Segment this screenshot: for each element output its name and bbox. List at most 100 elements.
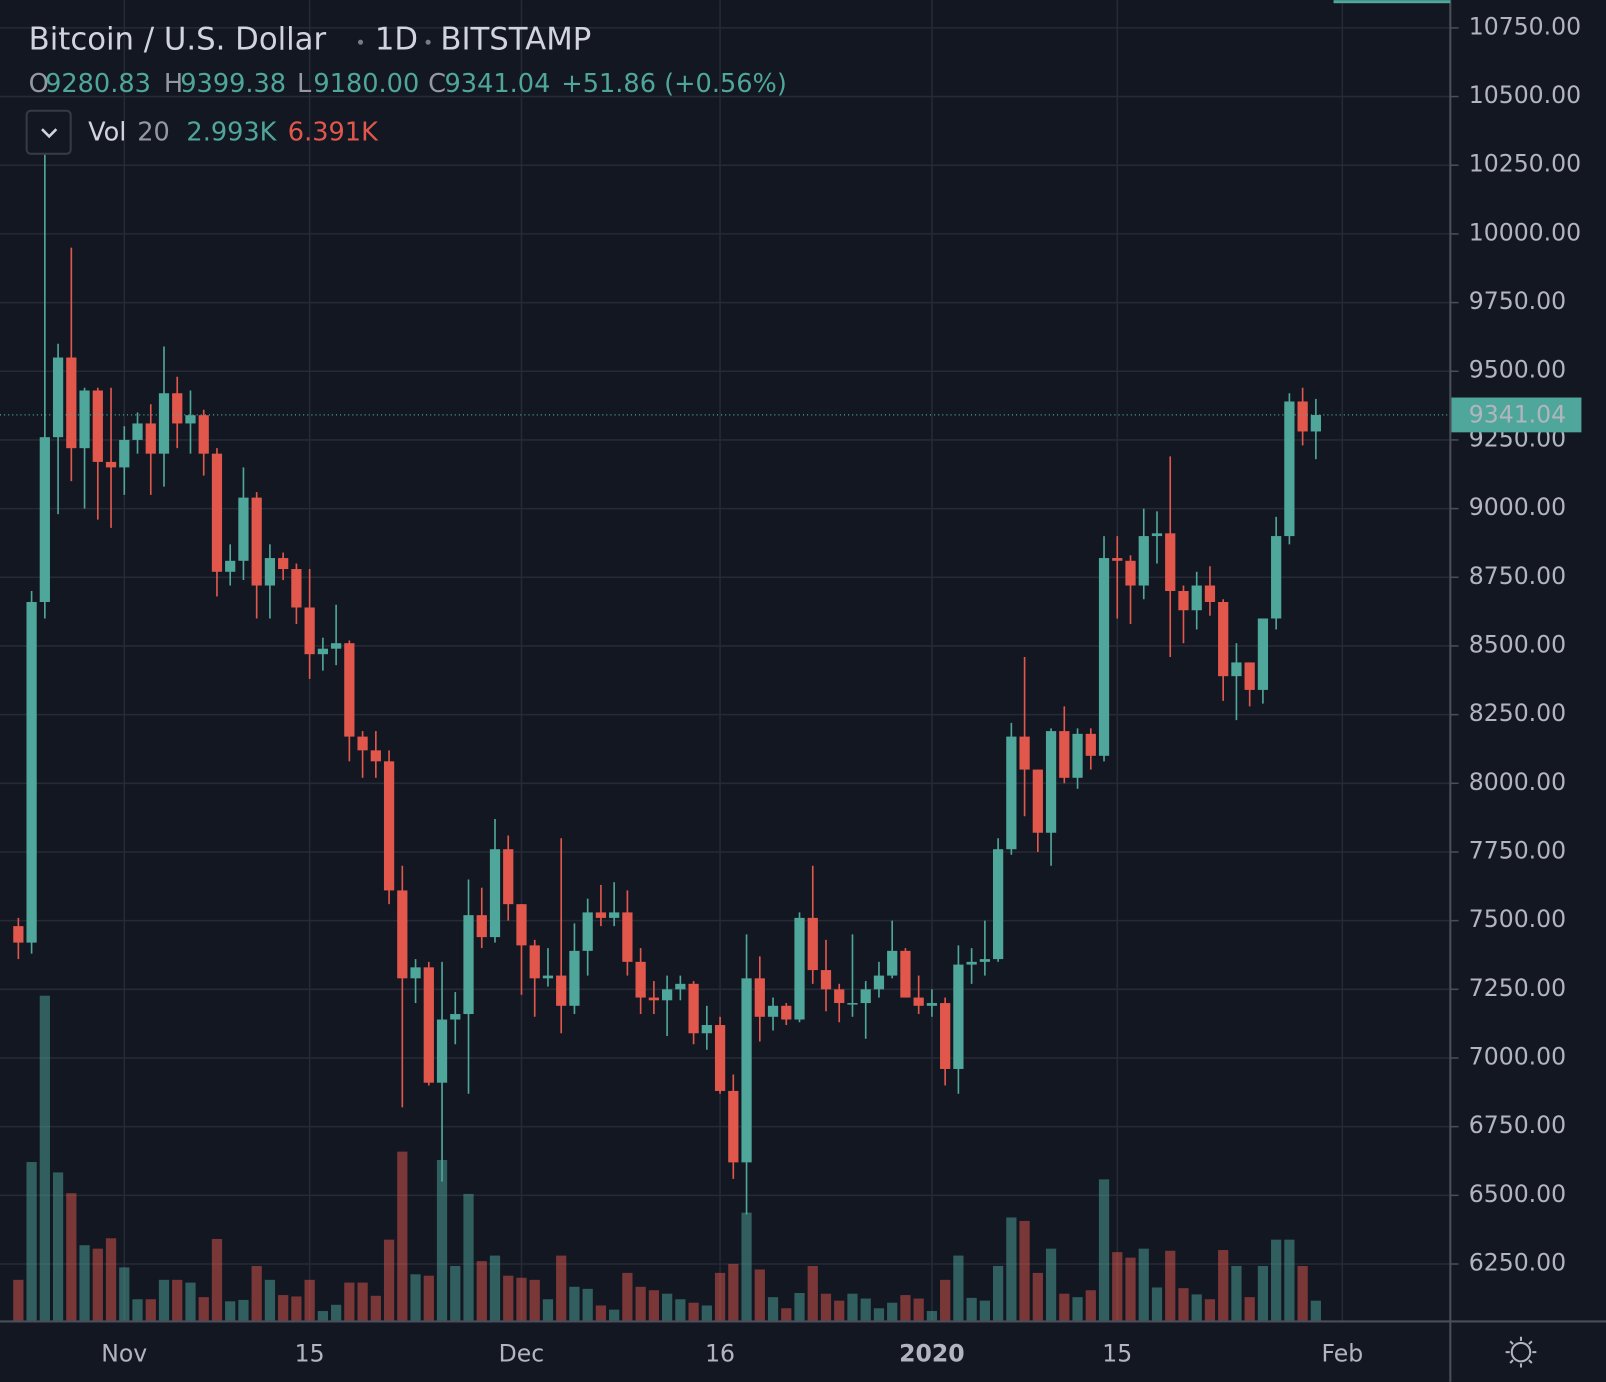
candle-body <box>966 961 977 965</box>
volume-bar <box>1112 1252 1123 1322</box>
volume-bar <box>436 1159 448 1322</box>
volume-bar <box>264 1279 276 1322</box>
volume-bar <box>145 1299 156 1322</box>
volume-bar <box>807 1265 818 1322</box>
volume-bar <box>688 1302 699 1322</box>
volume-bar <box>1204 1299 1216 1322</box>
candle-body <box>1310 414 1321 432</box>
volume-bar <box>463 1193 474 1322</box>
x-tick-label: Feb <box>1321 1340 1363 1368</box>
candle-body <box>675 983 686 990</box>
settings-icon[interactable] <box>1505 1336 1537 1368</box>
x-tick-label: Dec <box>499 1340 545 1368</box>
volume-layer <box>13 995 1321 1322</box>
volume-bar <box>225 1301 236 1322</box>
volume-bar <box>1284 1239 1295 1322</box>
volume-bar <box>1006 1217 1017 1322</box>
candle-body <box>556 975 567 1006</box>
candle-body <box>661 989 673 1001</box>
candle-body <box>238 497 249 561</box>
x-tick-label: 15 <box>1102 1340 1132 1368</box>
symbol-title: Bitcoin / U.S. Dollar <box>29 22 327 58</box>
y-tick-label: 7250.00 <box>1469 974 1566 1002</box>
candle-body <box>13 926 24 943</box>
candle-body <box>622 912 633 962</box>
x-tick-label: Nov <box>101 1340 147 1368</box>
candle-body <box>609 912 620 918</box>
candle-body <box>992 849 1004 960</box>
interval: 1D <box>375 22 418 58</box>
candle-body <box>807 917 818 971</box>
candle-body <box>1138 536 1149 586</box>
candle-body <box>873 975 885 990</box>
candle-body <box>1218 602 1229 677</box>
volume-bar <box>860 1298 871 1322</box>
candle-layer <box>13 137 1321 1215</box>
volume-bar <box>635 1286 646 1322</box>
candle-body <box>1231 662 1242 677</box>
candle-body <box>79 390 90 449</box>
volume-bar <box>92 1248 103 1322</box>
volume-bar <box>992 1265 1004 1322</box>
exchange: BITSTAMP <box>440 22 591 58</box>
volume-bar <box>383 1239 395 1322</box>
candle-body <box>370 750 381 762</box>
y-tick-label: 8250.00 <box>1469 699 1566 727</box>
volume-bar <box>728 1263 739 1322</box>
candle-body <box>1019 736 1030 770</box>
candle-body <box>979 959 990 962</box>
candle-body <box>436 1019 448 1083</box>
candle-body <box>1045 731 1057 833</box>
candle-body <box>1178 591 1189 611</box>
volume-bar <box>344 1282 355 1322</box>
candle-body <box>225 560 236 572</box>
volume-bar <box>516 1277 527 1322</box>
candle-body <box>767 1005 779 1017</box>
candle-body <box>278 558 289 570</box>
candle-body <box>344 643 355 737</box>
candle-body <box>1257 618 1269 690</box>
volume-bar <box>79 1245 90 1322</box>
volume-bar <box>503 1275 514 1322</box>
candle-body <box>423 967 434 1083</box>
candle-body <box>781 1005 792 1020</box>
volume-bar <box>66 1193 77 1322</box>
y-tick-label: 7500.00 <box>1469 905 1566 933</box>
collapse-button[interactable] <box>25 109 72 155</box>
volume-bar <box>1019 1220 1030 1322</box>
volume-bar <box>357 1282 368 1322</box>
candle-body <box>529 945 540 979</box>
volume-bar <box>52 1172 64 1322</box>
candle-body <box>1072 733 1083 778</box>
volume-bar <box>317 1311 328 1322</box>
candle-body <box>741 978 752 1163</box>
volume-bar <box>1257 1265 1269 1322</box>
candle-body <box>635 961 646 998</box>
collapse-button-frame <box>25 109 72 155</box>
candle-body <box>926 1003 938 1006</box>
candle-body <box>1204 585 1216 603</box>
volume-bar <box>1244 1297 1255 1322</box>
volume-bar <box>211 1238 223 1322</box>
candle-body <box>1165 533 1176 592</box>
volume-bar <box>105 1238 117 1322</box>
volume-bar <box>1125 1257 1136 1322</box>
x-tick-label: 15 <box>295 1340 325 1368</box>
volume-bar <box>370 1295 381 1322</box>
candle-body <box>1059 731 1070 778</box>
y-tick-label: 8500.00 <box>1469 630 1566 658</box>
candle-body <box>900 950 911 998</box>
candle-body <box>198 415 209 454</box>
candle-body <box>211 453 223 572</box>
candle-body <box>383 761 395 891</box>
y-tick-label: 8750.00 <box>1469 562 1566 590</box>
volume-bar <box>595 1305 607 1322</box>
volume-bar <box>198 1297 209 1322</box>
y-tick-label: 6500.00 <box>1469 1180 1566 1208</box>
volume-bar <box>450 1265 461 1322</box>
candle-body <box>119 439 130 468</box>
y-tick-label: 7000.00 <box>1469 1042 1566 1070</box>
candle-body <box>105 461 117 468</box>
volume-bar <box>304 1279 315 1322</box>
grid: 6250.00 6500.00 6750.00 7000.00 7250.00 7500.… <box>0 0 1581 1368</box>
